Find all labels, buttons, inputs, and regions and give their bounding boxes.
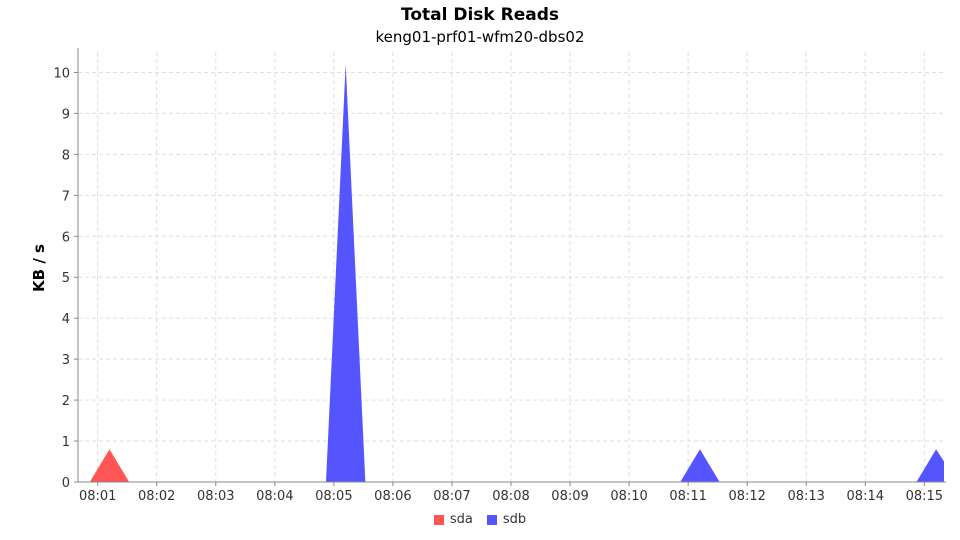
- y-axis-label: KB / s: [30, 244, 48, 292]
- x-tick-label: 08:05: [315, 489, 352, 504]
- y-tick-label: 9: [62, 107, 70, 122]
- x-tick-label: 08:14: [847, 489, 884, 504]
- axes: 0 1 2 3 4 5 6 7 8 9 10 08:01 08:02 08:03 08:04 08:05 08:…: [53, 48, 946, 504]
- x-tick-label: 08:10: [610, 489, 647, 504]
- x-tick-label: 08:09: [551, 489, 588, 504]
- area-sdb: [325, 64, 366, 483]
- x-tick-label: 08:03: [197, 489, 234, 504]
- area-sda: [89, 449, 130, 482]
- y-tick-label: 5: [62, 271, 70, 286]
- y-tick-label: 10: [53, 66, 70, 81]
- y-tick-label: 2: [62, 394, 70, 409]
- y-tick-label: 4: [62, 312, 70, 327]
- legend-item-sda: sda: [433, 512, 473, 527]
- x-tick-label: 08:02: [138, 489, 175, 504]
- series-areas: [89, 64, 944, 483]
- x-tick-label: 08:13: [787, 489, 824, 504]
- y-tick-label: 8: [62, 148, 70, 163]
- x-tick-label: 08:06: [374, 489, 411, 504]
- y-tick-label: 6: [62, 230, 70, 245]
- chart-subtitle: keng01-prf01-wfm20-dbs02: [375, 28, 585, 46]
- legend: sda sdb: [0, 512, 960, 527]
- gridlines: [78, 52, 944, 482]
- legend-item-sdb: sdb: [486, 512, 527, 527]
- y-tick-label: 1: [62, 435, 70, 450]
- legend-swatch-sdb: [486, 514, 497, 525]
- x-tick-label: 08:15: [906, 489, 943, 504]
- legend-swatch-sda: [433, 514, 444, 525]
- x-tick-label: 08:07: [433, 489, 470, 504]
- y-tick-label: 7: [62, 189, 70, 204]
- y-tick-label: 3: [62, 353, 70, 368]
- x-tick-label: 08:04: [256, 489, 293, 504]
- legend-label-sdb: sdb: [502, 512, 527, 527]
- x-tick-label: 08:11: [669, 489, 706, 504]
- y-tick-label: 0: [62, 476, 70, 491]
- x-tick-label: 08:12: [728, 489, 765, 504]
- area-sdb: [916, 449, 944, 482]
- x-tick-label: 08:08: [492, 489, 529, 504]
- chart-title: Total Disk Reads: [400, 5, 560, 25]
- legend-label-sda: sda: [449, 512, 473, 527]
- area-sdb: [680, 449, 720, 482]
- x-tick-label: 08:01: [79, 489, 116, 504]
